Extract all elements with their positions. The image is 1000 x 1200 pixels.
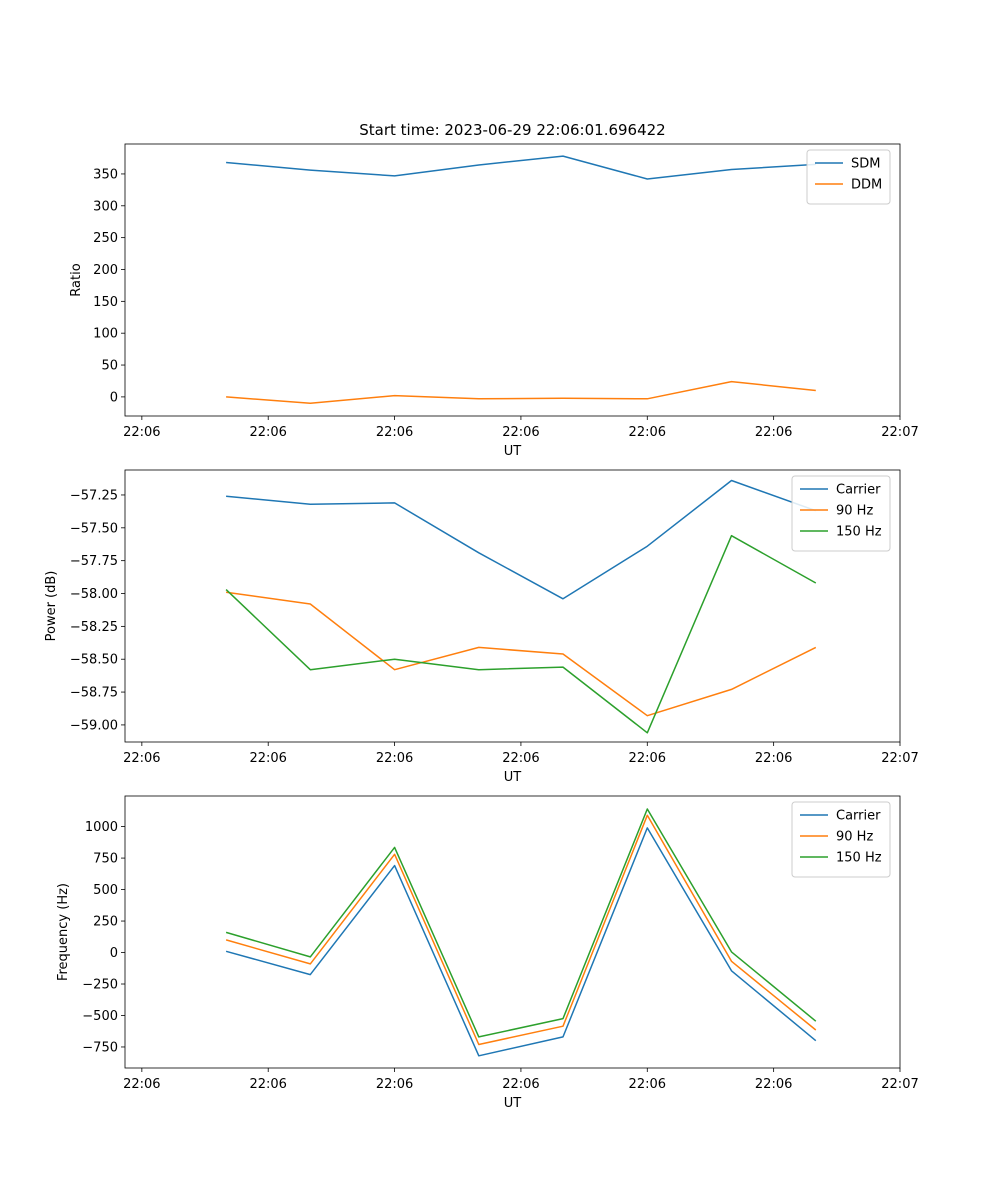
x-tick-label: 22:06: [249, 425, 286, 440]
y-tick-label: 100: [93, 327, 118, 342]
y-tick-label: −750: [82, 1040, 118, 1055]
y-tick-label: −58.25: [70, 620, 118, 635]
x-tick-label: 22:06: [376, 1077, 413, 1092]
x-axis-label: UT: [504, 770, 522, 785]
y-tick-label: 0: [110, 390, 118, 405]
y-tick-label: −250: [82, 978, 118, 993]
x-tick-label: 22:07: [881, 425, 918, 440]
y-tick-label: 500: [93, 883, 118, 898]
x-tick-label: 22:06: [755, 1077, 792, 1092]
x-tick-label: 22:06: [376, 751, 413, 766]
x-tick-label: 22:07: [881, 751, 918, 766]
legend-label: 90 Hz: [836, 504, 873, 519]
y-tick-label: 350: [93, 167, 118, 182]
y-axis-label: Power (dB): [44, 571, 59, 642]
x-axis-label: UT: [504, 1096, 522, 1111]
figure-title: Start time: 2023-06-29 22:06:01.696422: [359, 121, 665, 139]
y-tick-label: −59.00: [70, 718, 118, 733]
y-tick-label: −58.75: [70, 686, 118, 701]
y-tick-label: 250: [93, 915, 118, 930]
x-tick-label: 22:06: [249, 1077, 286, 1092]
y-tick-label: −57.25: [70, 488, 118, 503]
x-tick-label: 22:07: [881, 1077, 918, 1092]
y-tick-label: 300: [93, 199, 118, 214]
series-line-90-hz: [225, 591, 817, 717]
series-line-carrier: [225, 827, 817, 1057]
legend-label: Carrier: [836, 809, 881, 824]
y-tick-label: −58.00: [70, 587, 118, 602]
axes-frame: [124, 469, 901, 743]
x-tick-label: 22:06: [123, 1077, 160, 1092]
x-axis-label: UT: [504, 444, 522, 459]
legend: Carrier 90 Hz 150 Hz: [791, 475, 891, 552]
y-tick-label: 250: [93, 231, 118, 246]
x-tick-label: 22:06: [502, 751, 539, 766]
x-tick-label: 22:06: [755, 425, 792, 440]
series-line-ddm: [226, 380, 816, 405]
y-tick-label: −500: [82, 1009, 118, 1024]
legend-box: [791, 475, 891, 552]
legend-label: DDM: [851, 178, 882, 193]
legend-label: SDM: [851, 157, 880, 172]
y-tick-label: −57.75: [70, 554, 118, 569]
y-tick-label: 150: [93, 295, 118, 310]
x-tick-label: 22:06: [123, 425, 160, 440]
series-line-150-hz: [225, 534, 817, 734]
chart-panel-1: 22:06 22:06 22:06 22:06 22:06 22:06 22:07 0 50 10…: [69, 143, 919, 459]
x-tick-label: 22:06: [502, 1077, 539, 1092]
series-line-90-hz: [225, 814, 817, 1046]
series-line-150-hz: [225, 808, 817, 1038]
x-tick-label: 22:06: [123, 751, 160, 766]
y-tick-label: 0: [110, 946, 118, 961]
y-tick-label: −58.50: [70, 653, 118, 668]
legend-label: 90 Hz: [836, 830, 873, 845]
x-tick-label: 22:06: [629, 425, 666, 440]
axes-frame: [124, 143, 901, 417]
x-tick-label: 22:06: [502, 425, 539, 440]
y-tick-label: 50: [101, 359, 118, 374]
y-axis-label: Ratio: [69, 263, 84, 296]
y-tick-label: 1000: [85, 820, 118, 835]
chart-panel-2: 22:06 22:06 22:06 22:06 22:06 22:06 22:07 −59.0…: [44, 469, 919, 785]
chart-panel-3: 22:06 22:06 22:06 22:06 22:06 22:06 22:07 −750 −…: [56, 795, 919, 1111]
x-tick-label: 22:06: [629, 751, 666, 766]
series-line-carrier: [226, 479, 817, 600]
y-tick-label: 200: [93, 263, 118, 278]
y-tick-label: 750: [93, 852, 118, 867]
x-tick-label: 22:06: [755, 751, 792, 766]
y-axis-label: Frequency (Hz): [56, 883, 71, 981]
series-line-sdm: [226, 155, 816, 180]
x-tick-label: 22:06: [629, 1077, 666, 1092]
axes-frame: [124, 795, 901, 1069]
x-tick-label: 22:06: [249, 751, 286, 766]
x-tick-label: 22:06: [376, 425, 413, 440]
legend-box: [791, 801, 891, 878]
legend: SDM DDM: [806, 149, 891, 205]
legend-label: 150 Hz: [836, 851, 882, 866]
legend-label: Carrier: [836, 483, 881, 498]
y-tick-label: −57.50: [70, 521, 118, 536]
legend-label: 150 Hz: [836, 525, 882, 540]
legend: Carrier 90 Hz 150 Hz: [791, 801, 891, 878]
